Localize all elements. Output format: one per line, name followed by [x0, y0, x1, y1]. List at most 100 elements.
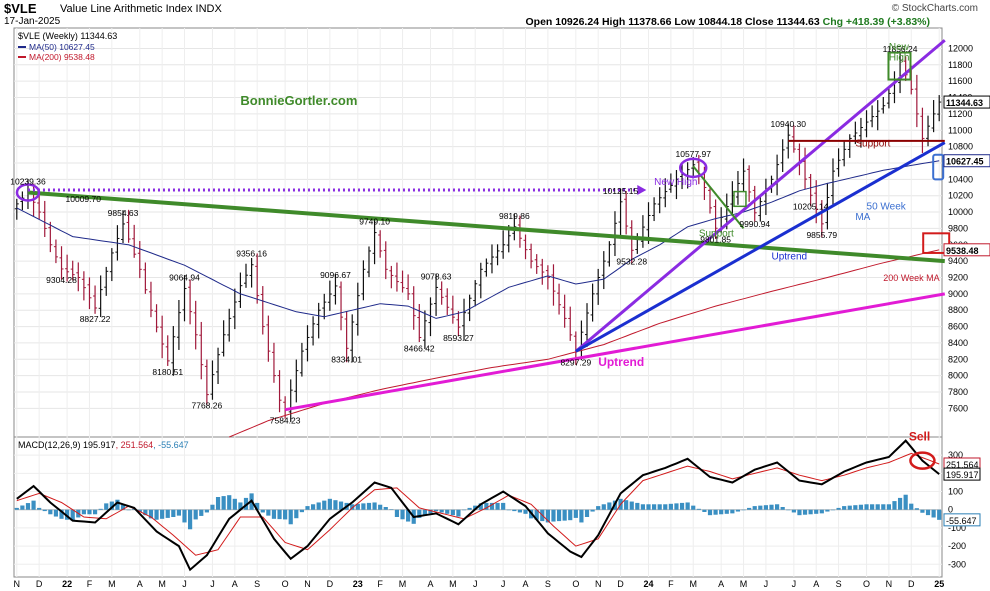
macd-histogram-bar	[171, 509, 176, 517]
macd-histogram-bar	[758, 505, 763, 510]
chart-annotation: Uptrend	[771, 251, 807, 262]
macd-annotation: Sell	[909, 430, 930, 444]
macd-histogram-bar	[271, 509, 277, 519]
price-y-tick-label: 9200	[948, 272, 968, 282]
macd-histogram-bar	[903, 494, 908, 510]
ma50-test-box	[932, 153, 945, 181]
macd-histogram-bar	[294, 509, 299, 519]
x-axis-label: 23	[353, 579, 363, 589]
macd-histogram-bar	[238, 502, 243, 510]
price-y-tick-label: 10200	[948, 191, 973, 201]
last-price-badge: 11344.63	[946, 98, 983, 108]
price-y-tick-label: 8800	[948, 305, 968, 315]
chart-date: 17-Jan-2025	[4, 16, 61, 27]
prior-high-circle	[15, 183, 41, 202]
macd-histogram-bar	[584, 509, 590, 517]
macd-signal-badge: 251.564	[946, 460, 979, 470]
macd-line	[16, 439, 940, 572]
price-label: 11856.24	[883, 44, 918, 54]
macd-histogram-bar	[713, 509, 718, 515]
price-y-tick-label: 12000	[948, 43, 973, 53]
macd-y-tick-label: 100	[948, 487, 963, 497]
last-price-badge-box	[943, 95, 990, 109]
price-label: 7768.26	[192, 401, 223, 411]
x-axis-label: N	[14, 579, 21, 589]
macd-histogram-bar	[534, 509, 539, 520]
price-label: 7584.23	[270, 416, 301, 426]
macd-histogram-bar	[791, 509, 796, 513]
green-support-line	[692, 165, 745, 230]
macd-histogram-bar	[176, 509, 182, 516]
macd-histogram-bar	[501, 502, 506, 510]
macd-histogram-bar	[148, 509, 154, 519]
x-axis-label: F	[377, 579, 383, 589]
price-y-tick-label: 10000	[948, 207, 973, 217]
ma50-badge-box	[943, 154, 990, 168]
x-axis-label: A	[427, 579, 433, 589]
price-label: 8297.29	[560, 357, 591, 367]
macd-histogram-bar	[70, 509, 75, 521]
ohlc-values: Open 10926.24 High 11378.66 Low 10844.18…	[525, 16, 820, 28]
macd-histogram-bar	[886, 504, 891, 510]
price-legend-entry: MA(200) 9538.48	[29, 52, 95, 62]
macd-histogram-bar	[333, 500, 338, 510]
price-label: 9356.16	[236, 249, 267, 259]
price-label: 9801.85	[700, 234, 731, 244]
macd-histogram-bar	[98, 508, 103, 510]
macd-histogram-bar	[361, 503, 366, 510]
x-axis-label: A	[137, 579, 143, 589]
macd-signal-line	[16, 452, 940, 556]
macd-histogram-bar	[774, 504, 780, 510]
price-label: 10009.70	[66, 194, 102, 204]
macd-histogram-bar	[914, 508, 919, 510]
macd-histogram-bar	[808, 509, 813, 515]
macd-histogram-bar	[579, 509, 584, 523]
macd-histogram-bar	[277, 509, 282, 520]
macd-histogram-bar	[629, 501, 634, 510]
macd-histogram-bar	[467, 507, 472, 510]
macd-histogram-bar	[786, 509, 791, 511]
price-label: 8827.22	[80, 314, 111, 324]
macd-histogram-bar	[433, 509, 439, 512]
x-axis-label: J	[473, 579, 478, 589]
macd-histogram-bar	[847, 505, 852, 510]
macd-histogram-bar	[646, 504, 651, 510]
x-axis-label: A	[232, 579, 238, 589]
macd-histogram-bar	[439, 509, 444, 513]
macd-histogram-bar	[322, 500, 327, 510]
macd-histogram-bar	[562, 509, 567, 521]
macd-histogram-bar	[59, 509, 64, 519]
x-axis-label: 22	[62, 579, 72, 589]
macd-histogram-bar	[204, 509, 209, 513]
macd-histogram-bar	[707, 509, 713, 516]
macd-histogram-bar	[143, 509, 148, 516]
x-axis-label: M	[399, 579, 407, 589]
x-axis-label: D	[908, 579, 915, 589]
macd-histogram-bar	[366, 502, 372, 510]
macd-histogram-bar	[596, 506, 601, 510]
macd-histogram-bar	[215, 497, 221, 510]
chart-annotation: Uptrend	[598, 355, 644, 369]
purple-uptrend-line	[574, 39, 946, 353]
macd-hist-badge: -55.647	[946, 516, 977, 526]
stockcharts-credit: © StockCharts.com	[891, 3, 978, 14]
price-label: 8466.42	[404, 343, 435, 353]
macd-histogram-bar	[316, 502, 321, 510]
price-label: 9304.28	[46, 275, 77, 285]
macd-histogram-bar	[679, 502, 685, 510]
price-label: 9096.67	[320, 270, 351, 280]
new-high-circle	[678, 157, 708, 179]
x-axis-label: M	[740, 579, 748, 589]
macd-histogram-bar	[573, 509, 578, 518]
macd-histogram-bar	[327, 498, 332, 510]
ma200-test-box	[922, 232, 951, 254]
price-label: 9078.63	[421, 271, 452, 281]
sell-signal-circle	[909, 451, 936, 470]
price-label: 8593.27	[443, 333, 474, 343]
macd-histogram-bar	[842, 506, 847, 510]
macd-histogram-bar	[763, 505, 768, 510]
macd-histogram-bar	[227, 495, 232, 510]
price-y-tick-label: 10400	[948, 174, 973, 184]
chart-annotation: High	[889, 53, 910, 64]
